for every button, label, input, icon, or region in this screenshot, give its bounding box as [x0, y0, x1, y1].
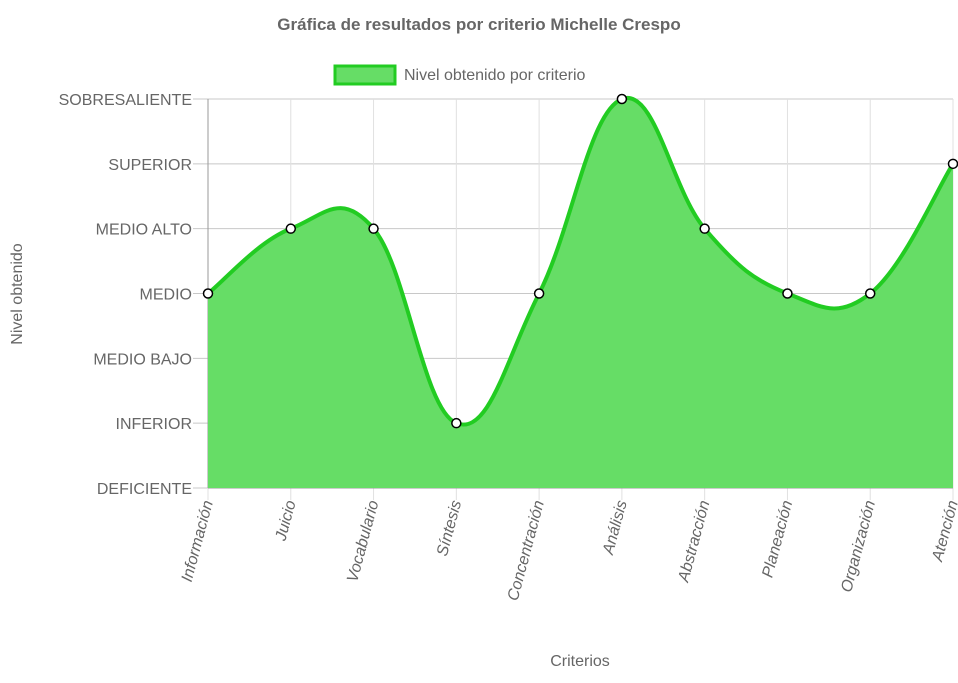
data-point[interactable] — [285, 223, 297, 234]
y-tick-label: INFERIOR — [116, 416, 192, 433]
data-point[interactable] — [864, 288, 876, 299]
y-tick-label: MEDIO ALTO — [96, 222, 192, 239]
data-point[interactable] — [451, 417, 462, 429]
y-tick-label: MEDIO — [140, 287, 192, 304]
data-point[interactable] — [947, 158, 958, 170]
x-axis-ticks: Información Juicio Vocabulario Síntesis Conc… — [179, 499, 958, 603]
x-tick-label: Planeación — [759, 499, 796, 580]
data-point[interactable] — [368, 223, 379, 234]
data-point[interactable] — [202, 288, 214, 299]
y-axis-label: Nivel obtenido — [9, 243, 26, 345]
x-tick-label: Juicio — [272, 499, 299, 544]
x-tick-label: Organización — [838, 499, 879, 595]
chart-title: Gráfica de resultados por criterio Miche… — [277, 15, 680, 34]
y-tick-label: MEDIO BAJO — [93, 351, 192, 368]
data-point[interactable] — [782, 288, 793, 299]
y-tick-label: SUPERIOR — [108, 157, 192, 174]
series-line — [206, 95, 955, 427]
x-tick-label: Información — [179, 499, 217, 584]
x-tick-label: Concentración — [505, 499, 548, 603]
x-tick-label: Vocabulario — [344, 499, 382, 585]
legend-swatch — [333, 64, 397, 86]
y-tick-label: DEFICIENTE — [97, 481, 192, 498]
plot-area — [202, 93, 958, 488]
legend[interactable]: Nivel obtenido por criterio — [333, 64, 586, 86]
y-tick-label: SOBRESALIENTE — [59, 92, 192, 109]
data-point[interactable] — [616, 93, 628, 105]
data-point[interactable] — [699, 223, 710, 234]
series-area — [208, 97, 953, 488]
x-tick-label: Atención — [929, 499, 958, 565]
y-axis-ticks: DEFICIENTE INFERIOR MEDIO BAJO MEDIO MEDIO A… — [59, 92, 192, 498]
x-tick-label: Abstracción — [675, 499, 713, 585]
data-point[interactable] — [533, 288, 545, 299]
x-axis-label: Criterios — [550, 653, 610, 670]
x-tick-label: Análisis — [600, 499, 631, 558]
legend-label: Nivel obtenido por criterio — [404, 67, 586, 84]
x-tick-label: Síntesis — [434, 499, 465, 558]
